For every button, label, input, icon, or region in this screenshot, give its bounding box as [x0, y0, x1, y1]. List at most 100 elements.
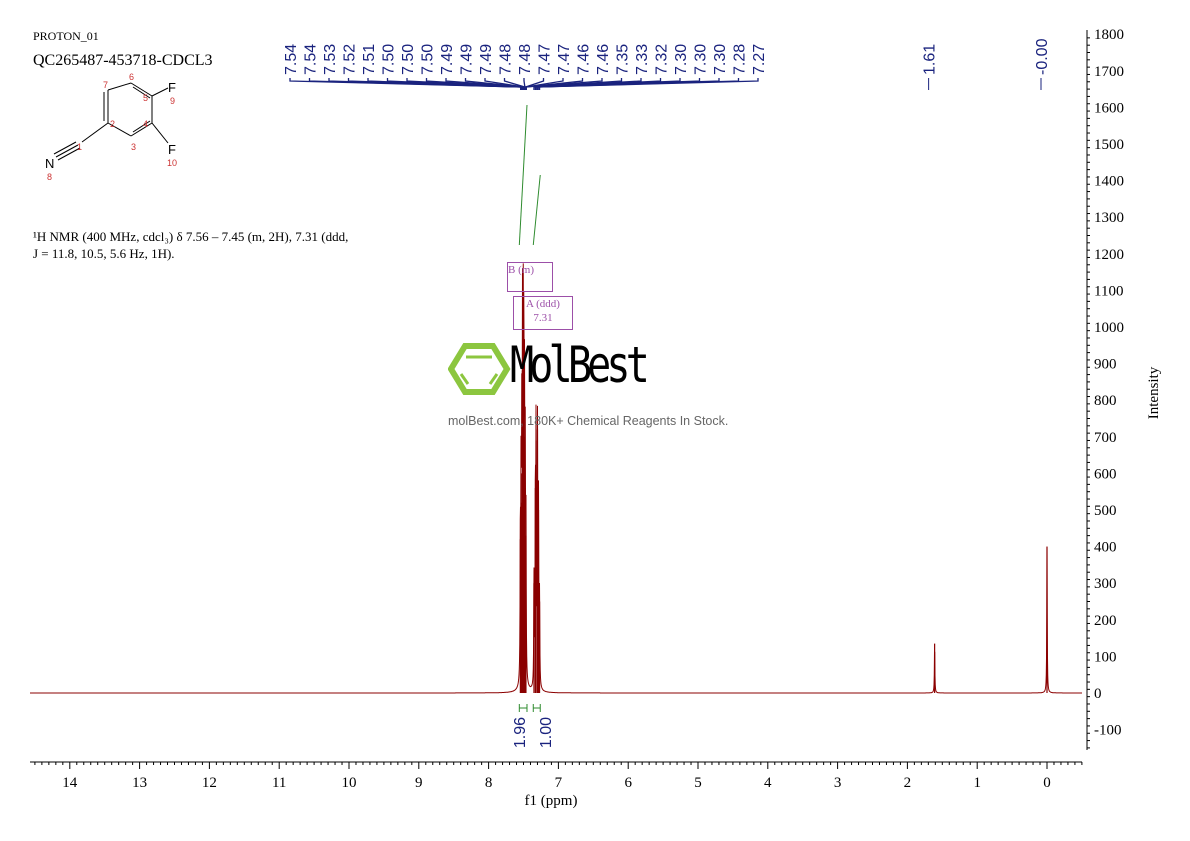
atom-number-10: 10 — [167, 158, 177, 168]
molbest-logo-icon — [448, 343, 511, 395]
sample-name: QC265487-453718-CDCL3 — [33, 52, 213, 69]
peak-label: 7.49 — [459, 44, 476, 75]
atom-number-9: 9 — [170, 96, 175, 106]
experiment-name: PROTON_01 — [33, 29, 99, 43]
nmr-description-1: ¹H NMR (400 MHz, cdcl₃) δ 7.56 – 7.45 (m… — [33, 229, 349, 244]
carbon-number-3: 3 — [131, 142, 136, 152]
peak-label: 7.47 — [537, 44, 554, 75]
atom-N8: N — [45, 156, 54, 171]
y-tick-label: 1000 — [1094, 320, 1124, 336]
molecule-structure: F 9 F 10 N 8 1 2 3 4 5 6 7 — [45, 72, 177, 182]
y-tick-label: 1100 — [1094, 283, 1123, 299]
carbon-number-5: 5 — [143, 93, 148, 103]
nmr-description-2: J = 11.8, 10.5, 5.6 Hz, 1H). — [33, 246, 175, 261]
x-tick-label: 8 — [485, 775, 493, 791]
peak-label: 1.61 — [922, 44, 939, 75]
multiplet-type: (m) — [518, 264, 534, 276]
multiplet-label: A — [526, 298, 534, 310]
atom-F9: F — [168, 80, 176, 95]
peak-label: 7.51 — [361, 44, 378, 75]
peak-label-connector — [523, 78, 526, 90]
carbon-number-4: 4 — [143, 119, 148, 129]
y-axis-label: Intensity — [1146, 366, 1162, 419]
x-tick-label: 9 — [415, 775, 423, 791]
watermark-brand: MolBest — [510, 336, 650, 394]
peak-label: 7.30 — [712, 44, 729, 75]
x-tick-label: 12 — [202, 775, 217, 791]
peak-label: 7.50 — [381, 44, 398, 75]
peak-label: 7.27 — [751, 44, 768, 75]
x-tick-label: 3 — [834, 775, 842, 791]
x-tick-label: 10 — [342, 775, 357, 791]
peak-label: 7.50 — [400, 44, 417, 75]
peak-label: 7.46 — [595, 44, 612, 75]
peak-label: 7.48 — [517, 44, 534, 75]
x-tick-label: 0 — [1043, 775, 1051, 791]
x-tick-label: 5 — [694, 775, 702, 791]
y-tick-label: 800 — [1094, 393, 1117, 409]
x-tick-label: 14 — [62, 775, 78, 791]
peak-label: 7.49 — [439, 44, 456, 75]
integral-value: 1.00 — [538, 717, 555, 748]
x-tick-label: 7 — [555, 775, 563, 791]
peak-label-connector — [525, 78, 603, 90]
integral-bracket — [532, 704, 541, 712]
multiplet-type: (ddd) — [536, 298, 560, 310]
y-tick-label: 0 — [1094, 686, 1102, 702]
y-tick-label: 400 — [1094, 540, 1117, 556]
x-tick-label: 11 — [272, 775, 286, 791]
multiplet-box-A: A (ddd) 7.31 — [513, 296, 573, 330]
atom-number-8: 8 — [47, 172, 52, 182]
carbon-number-1: 1 — [77, 142, 82, 152]
integral-curve — [518, 104, 528, 246]
integral-curve — [532, 174, 541, 246]
peak-label: 7.46 — [576, 44, 593, 75]
y-tick-label: 1300 — [1094, 210, 1124, 226]
peak-label: 7.28 — [732, 44, 749, 75]
peak-label-connector — [484, 78, 525, 90]
multiplet-box-B: B (m) — [507, 262, 553, 292]
peak-label-connector — [524, 78, 564, 90]
peak-label-connector — [538, 78, 759, 90]
peak-label: 7.35 — [615, 44, 632, 75]
y-tick-label: 1800 — [1094, 27, 1124, 43]
peak-label: 7.49 — [478, 44, 495, 75]
peak-label: -0.00 — [1034, 38, 1051, 75]
x-tick-label: 6 — [624, 775, 632, 791]
y-tick-label: 1600 — [1094, 100, 1124, 116]
y-tick-label: 300 — [1094, 576, 1117, 592]
x-axis-label: f1 (ppm) — [525, 793, 578, 809]
y-tick-label: 200 — [1094, 613, 1117, 629]
peak-label: 7.30 — [673, 44, 690, 75]
x-tick-label: 13 — [132, 775, 147, 791]
peak-label: 7.53 — [322, 44, 339, 75]
y-tick-label: 1400 — [1094, 174, 1124, 190]
atom-F10: F — [168, 142, 176, 157]
multiplet-label: B — [508, 264, 516, 276]
peak-label: 7.48 — [498, 44, 515, 75]
spectrum-line — [30, 263, 1082, 694]
peak-label-connector — [425, 78, 525, 90]
y-tick-label: 600 — [1094, 466, 1117, 482]
integral-value: 1.96 — [512, 717, 529, 748]
y-tick-label: 1200 — [1094, 247, 1124, 263]
y-tick-label: 100 — [1094, 649, 1117, 665]
peak-label: 7.54 — [283, 44, 300, 75]
watermark-tagline: molBest.com, 180K+ Chemical Reagents In … — [448, 414, 729, 428]
peak-label: 7.47 — [556, 44, 573, 75]
x-tick-label: 2 — [904, 775, 912, 791]
carbon-number-2: 2 — [110, 119, 115, 129]
peak-label: 7.33 — [634, 44, 651, 75]
peak-label: 7.54 — [303, 44, 320, 75]
y-tick-label: -100 — [1094, 723, 1122, 739]
peak-label: 7.30 — [693, 44, 710, 75]
peak-label: 7.52 — [342, 44, 359, 75]
y-tick-label: 700 — [1094, 430, 1117, 446]
x-tick-label: 4 — [764, 775, 772, 791]
x-tick-label: 1 — [973, 775, 981, 791]
integral-bracket — [518, 704, 528, 712]
y-tick-label: 900 — [1094, 357, 1117, 373]
multiplet-shift: 7.31 — [533, 312, 553, 324]
